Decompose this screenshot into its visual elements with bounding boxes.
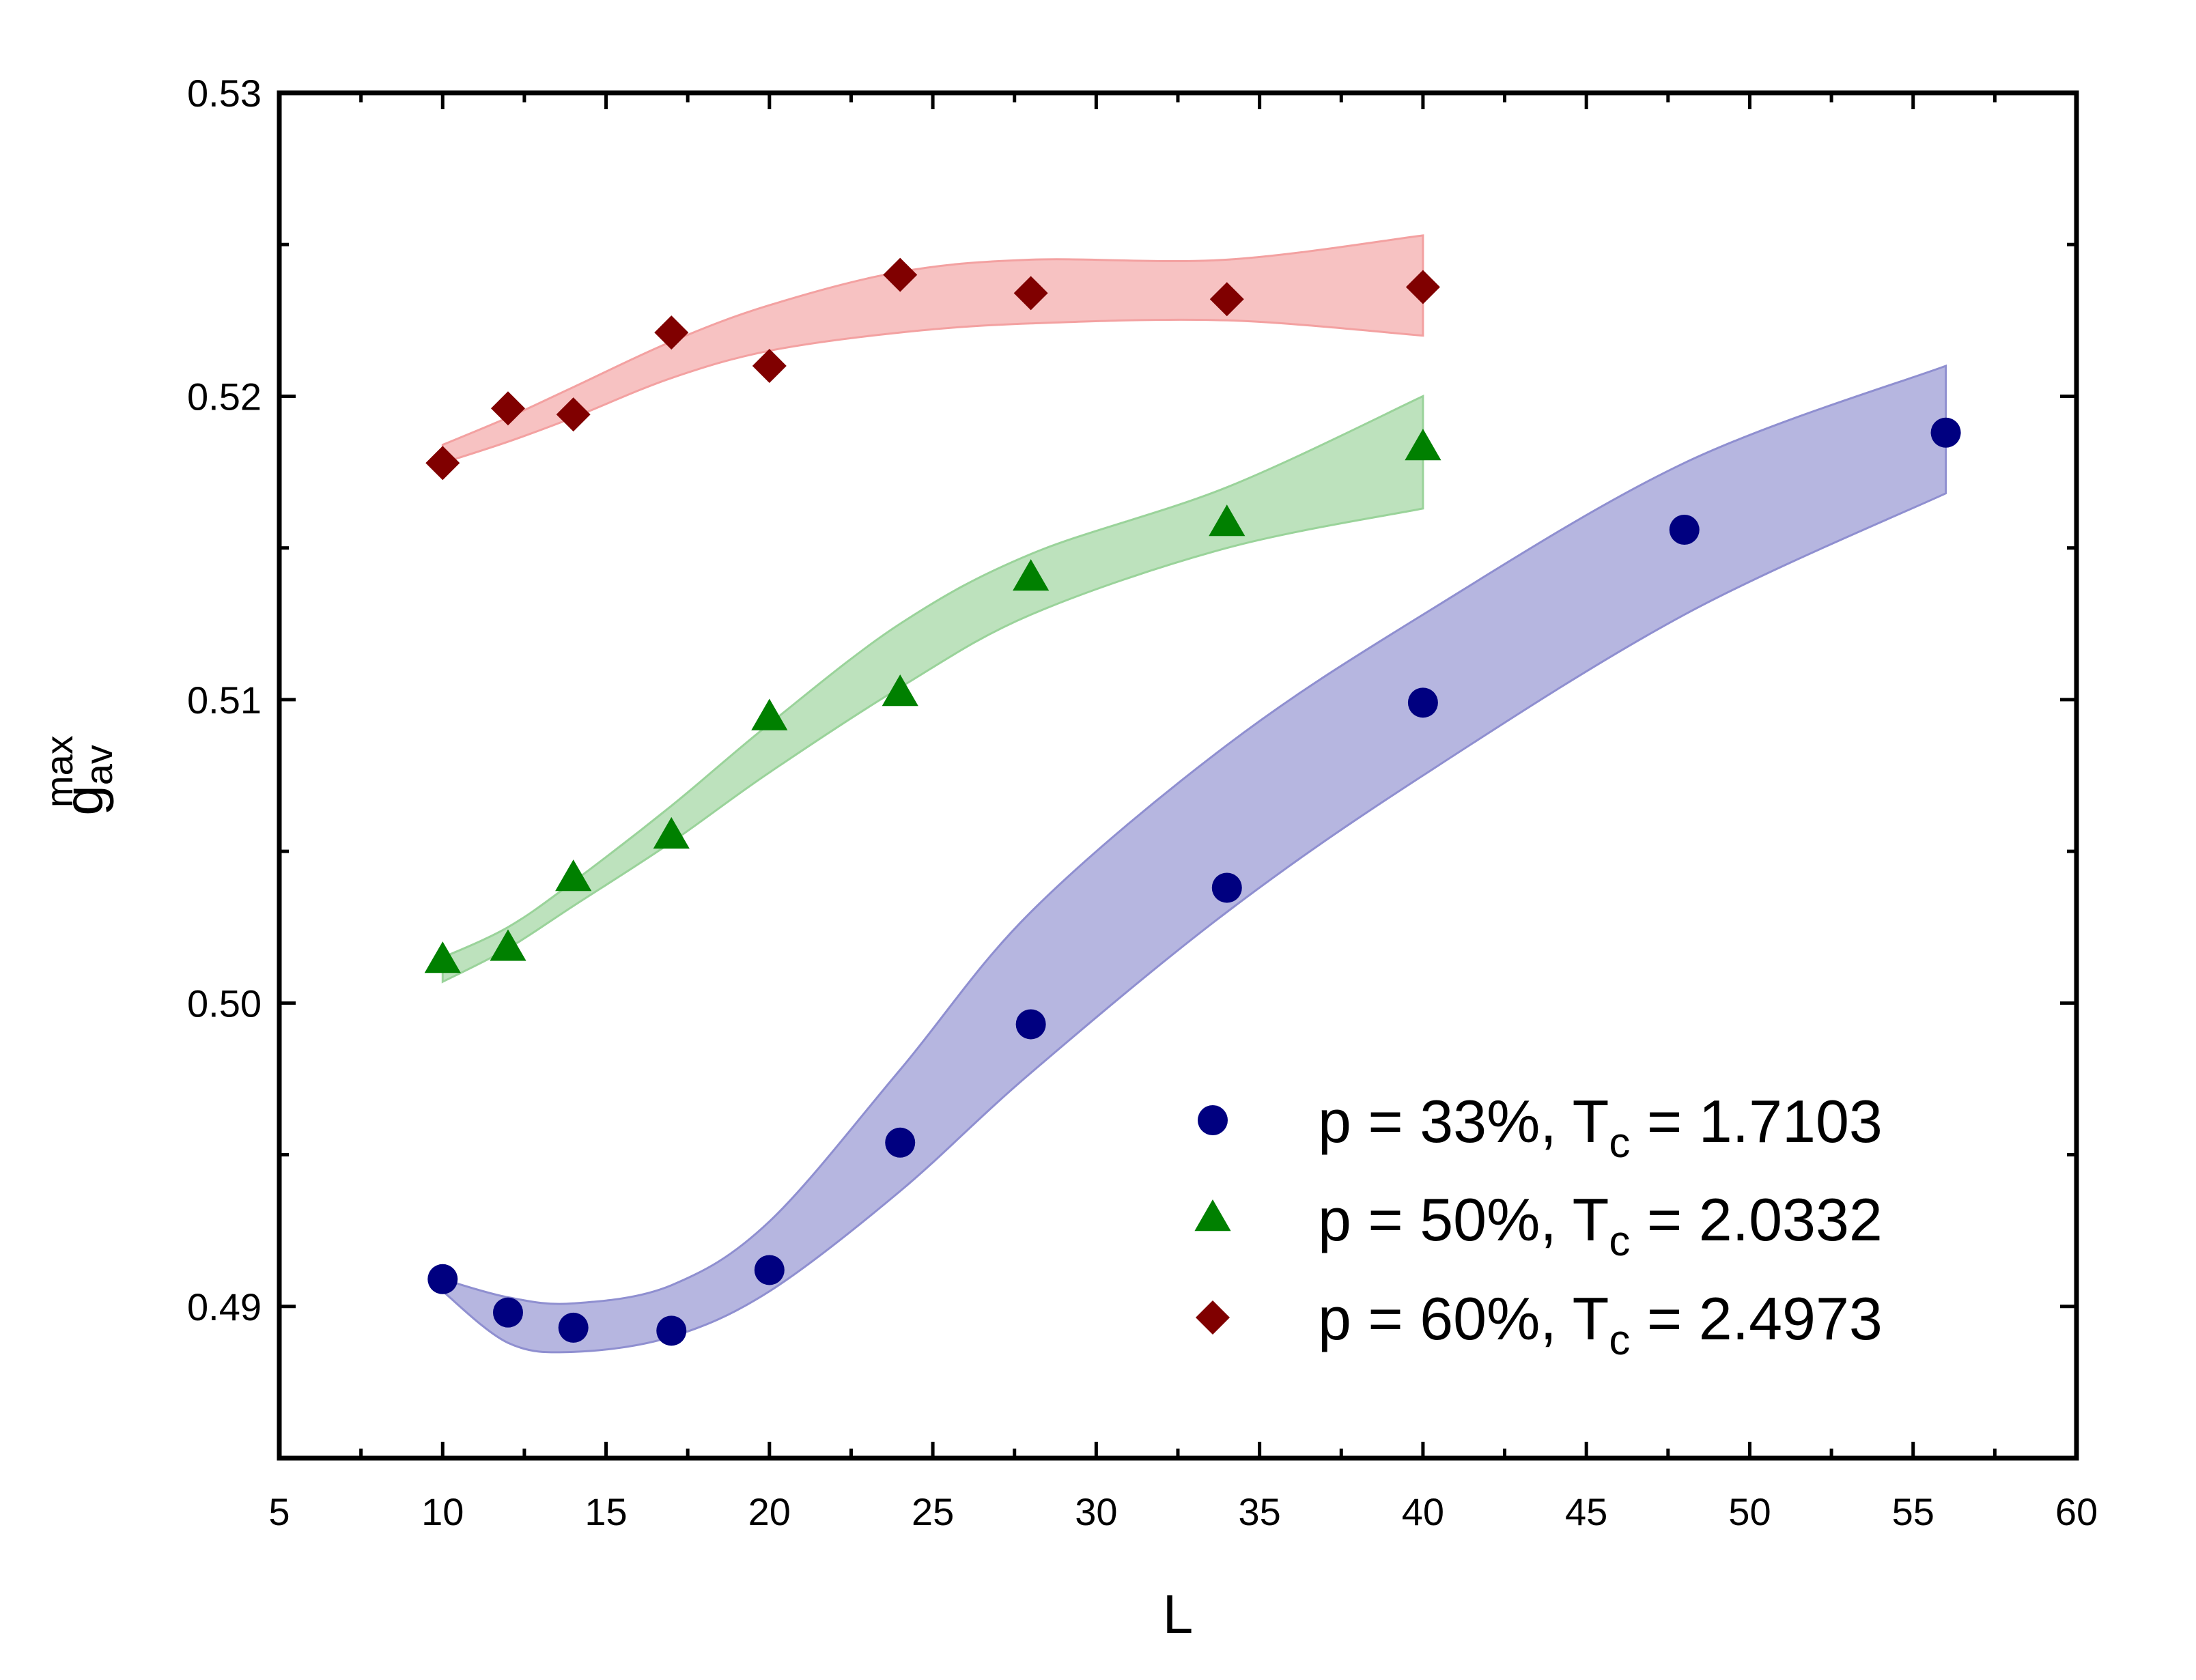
data-point-series-1 — [754, 1255, 785, 1285]
y-tick-label: 0.53 — [187, 72, 262, 115]
x-tick-label: 15 — [585, 1490, 627, 1533]
data-point-series-3 — [425, 446, 460, 481]
data-point-series-3 — [654, 315, 689, 350]
data-point-series-3 — [1013, 276, 1048, 311]
x-tick-label: 60 — [2055, 1490, 2098, 1533]
data-point-series-3 — [883, 257, 918, 292]
data-point-series-3 — [1405, 270, 1440, 304]
data-point-series-1 — [656, 1315, 687, 1346]
y-tick-label: 0.49 — [187, 1285, 262, 1328]
data-point-series-2 — [1013, 559, 1050, 591]
data-point-series-2 — [555, 859, 592, 892]
x-tick-label: 35 — [1238, 1490, 1280, 1533]
data-point-series-2 — [751, 698, 788, 730]
data-point-series-1 — [1930, 417, 1961, 448]
data-point-series-1 — [1015, 1009, 1046, 1040]
data-point-series-2 — [1405, 429, 1441, 461]
svg-text:gavmax: gavmax — [38, 735, 120, 815]
legend-label-1: p = 33%, Tc = 1.7103 — [1318, 1087, 1883, 1167]
legend-label-3: p = 60%, Tc = 2.4973 — [1318, 1285, 1883, 1364]
x-tick-label: 45 — [1565, 1490, 1607, 1533]
y-tick-label: 0.52 — [187, 375, 262, 418]
x-tick-label: 5 — [268, 1490, 290, 1533]
x-tick-label: 25 — [912, 1490, 954, 1533]
data-point-series-2 — [1209, 504, 1245, 537]
data-point-series-3 — [752, 349, 787, 383]
y-axis-title-sub: av — [77, 745, 120, 785]
data-point-series-2 — [490, 929, 526, 961]
data-point-series-1 — [885, 1127, 916, 1158]
data-point-series-3 — [556, 397, 591, 432]
data-point-series-1 — [492, 1297, 523, 1328]
x-tick-label: 30 — [1075, 1490, 1117, 1533]
data-point-series-2 — [653, 816, 690, 849]
data-point-series-1 — [427, 1264, 458, 1294]
tick-labels: 5 10 15 20 25 30 35 40 45 50 55 60 0.49 0.50 0.51 0.52 0… — [187, 72, 2098, 1533]
x-tick-label: 20 — [748, 1490, 791, 1533]
x-tick-label: 40 — [1402, 1490, 1444, 1533]
x-tick-label: 10 — [421, 1490, 464, 1533]
plot-frame — [277, 90, 2079, 1461]
confidence-band-2 — [441, 395, 1424, 984]
data-point-series-1 — [558, 1312, 589, 1343]
y-tick-label: 0.50 — [187, 982, 262, 1025]
y-tick-label: 0.51 — [187, 679, 262, 722]
y-axis-title: gavmax — [38, 735, 120, 815]
data-point-series-3 — [490, 391, 525, 426]
legend-marker-1 — [1198, 1105, 1228, 1135]
y-axis-title-main: g — [53, 785, 114, 816]
data-point-series-2 — [424, 941, 461, 973]
data-markers — [424, 257, 1961, 1346]
confidence-band-1 — [441, 364, 1947, 1354]
legend-label-2: p = 50%, Tc = 2.0332 — [1318, 1186, 1883, 1265]
confidence-band-3 — [441, 234, 1424, 465]
y-axis-title-sup: max — [38, 735, 81, 808]
legend-marker-3 — [1196, 1300, 1230, 1335]
data-point-series-1 — [1211, 872, 1242, 903]
legend-marker-2 — [1194, 1199, 1231, 1231]
legend: p = 33%, Tc = 1.7103 p = 50%, Tc = 2.0332… — [1194, 1087, 1883, 1364]
data-point-series-2 — [882, 674, 918, 707]
data-point-series-3 — [1209, 282, 1244, 317]
data-point-series-1 — [1407, 687, 1438, 718]
x-tick-label: 50 — [1728, 1490, 1771, 1533]
x-tick-label: 55 — [1892, 1490, 1934, 1533]
x-axis-title: L — [1163, 1584, 1194, 1645]
confidence-bands — [441, 234, 1947, 1354]
data-point-series-1 — [1669, 515, 1700, 545]
